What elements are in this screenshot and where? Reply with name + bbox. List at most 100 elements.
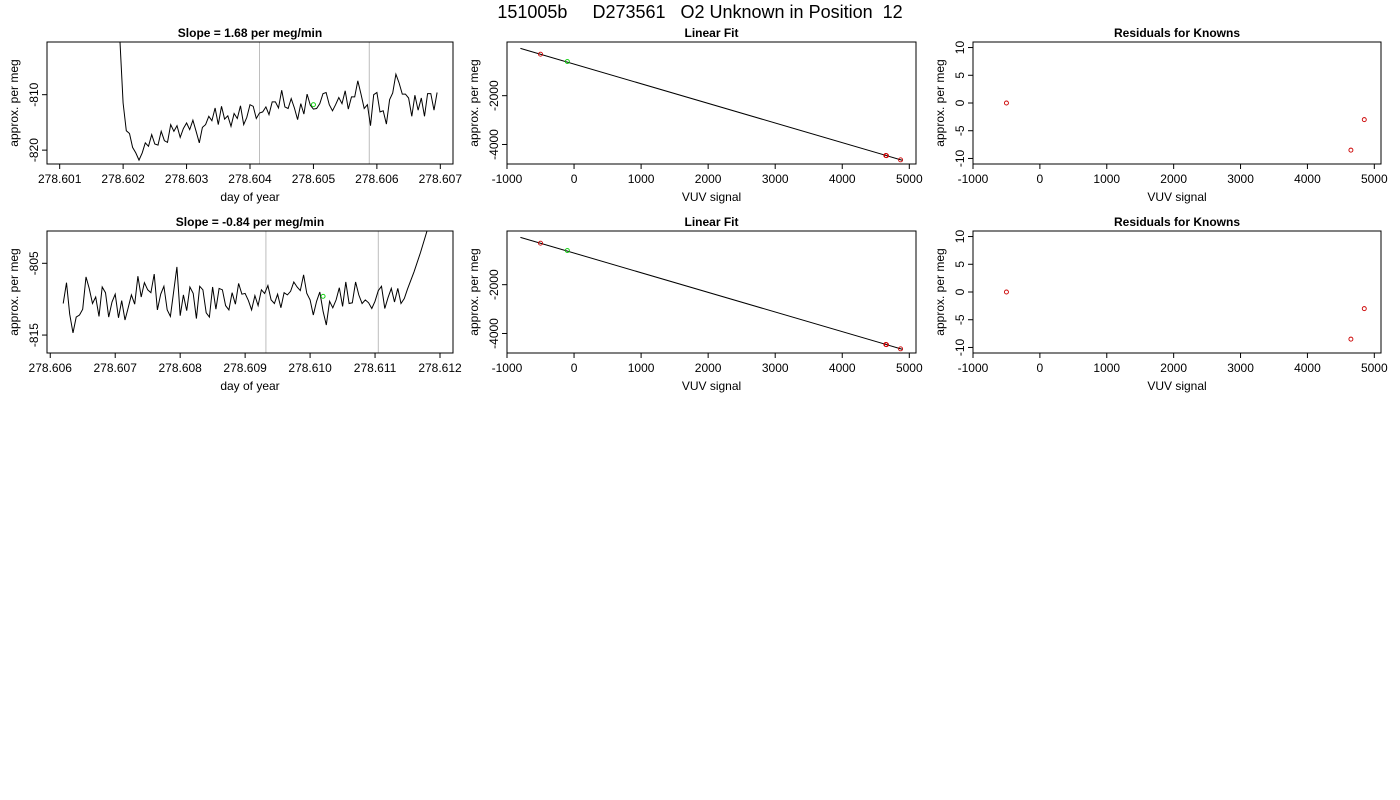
y-tick-label: -805: [27, 251, 41, 275]
y-axis-label: approx. per meg: [467, 248, 481, 335]
fit-line: [520, 47, 903, 161]
data-point: [1361, 117, 1367, 123]
x-axis-label: VUV signal: [682, 379, 741, 393]
x-tick-label: 278.601: [38, 172, 82, 186]
y-tick-label: -2000: [487, 80, 501, 111]
data-point: [884, 342, 889, 348]
plot-frame: [46, 41, 454, 165]
chart-title: Linear Fit: [684, 26, 738, 40]
data-series-line: [62, 231, 447, 333]
x-tick-label: 3000: [1227, 172, 1254, 186]
x-tick-label: 278.602: [101, 172, 145, 186]
y-tick-label: 10: [953, 41, 967, 55]
x-tick-label: 278.607: [419, 172, 463, 186]
chart-panel-5: Linear Fit -1000 0 1000 2000 3000 4000 5000 -200…: [467, 215, 923, 393]
y-tick-label: -4000: [487, 129, 501, 160]
x-tick-label: 1000: [628, 361, 655, 375]
data-point: [564, 248, 570, 253]
data-point: [1348, 336, 1354, 342]
y-tick-label: 5: [953, 261, 967, 268]
y-axis-label: approx. per meg: [7, 248, 21, 335]
y-tick-label: -10: [953, 149, 967, 167]
y-tick-label: 10: [953, 230, 967, 244]
chart-panel-2: Linear Fit -1000 0 1000 2000 3000 4000 5000 -200…: [467, 26, 923, 204]
data-point: [564, 59, 570, 64]
x-tick-label: 0: [1037, 172, 1044, 186]
x-axis-label: VUV signal: [1147, 190, 1206, 204]
y-tick-label: -2000: [487, 269, 501, 300]
data-point: [1003, 289, 1009, 295]
y-tick-label: -5: [953, 125, 967, 136]
x-axis-label: VUV signal: [1147, 379, 1206, 393]
y-tick-label: 0: [953, 288, 967, 295]
y-tick-label: -815: [27, 323, 41, 347]
y-tick-label: -810: [27, 82, 41, 106]
y-axis-label: approx. per meg: [467, 59, 481, 146]
x-tick-label: 0: [571, 361, 578, 375]
x-tick-label: 0: [571, 172, 578, 186]
x-tick-label: 4000: [829, 172, 856, 186]
y-tick-label: -4000: [487, 318, 501, 349]
x-tick-label: 3000: [762, 172, 789, 186]
x-tick-label: 2000: [695, 172, 722, 186]
data-point: [538, 240, 543, 246]
x-tick-label: 278.608: [158, 361, 202, 375]
x-tick-label: 2000: [695, 361, 722, 375]
y-tick-label: -10: [953, 338, 967, 356]
chart-panel-1: Slope = 1.68 per meg/min 278.601 278.602 27…: [7, 26, 462, 204]
x-tick-label: 1000: [1093, 172, 1120, 186]
y-axis-label: approx. per meg: [933, 248, 947, 335]
x-tick-label: 4000: [829, 361, 856, 375]
data-point: [898, 157, 904, 163]
y-tick-label: 5: [953, 72, 967, 79]
x-tick-label: 1000: [1093, 361, 1120, 375]
data-point: [898, 346, 904, 352]
x-tick-label: 278.605: [292, 172, 336, 186]
x-tick-label: 278.606: [355, 172, 399, 186]
y-axis-label: approx. per meg: [933, 59, 947, 146]
x-tick-label: 5000: [896, 361, 923, 375]
plot-frame: [972, 41, 1382, 165]
y-tick-label: -5: [953, 314, 967, 325]
x-tick-label: -1000: [958, 172, 989, 186]
chart-panel-4: Slope = -0.84 per meg/min 278.606 278.607 2…: [7, 215, 462, 393]
x-tick-label: 278.606: [29, 361, 73, 375]
plot-frame: [506, 41, 917, 165]
plot-frame: [506, 230, 917, 354]
x-tick-label: -1000: [492, 361, 523, 375]
x-axis-label: VUV signal: [682, 190, 741, 204]
data-point: [1348, 147, 1354, 153]
chart-title: Slope = -0.84 per meg/min: [176, 215, 324, 229]
x-tick-label: 278.607: [94, 361, 138, 375]
data-point: [1003, 100, 1009, 106]
chart-title: Residuals for Knowns: [1114, 215, 1240, 229]
x-tick-label: 4000: [1294, 361, 1321, 375]
x-tick-label: 0: [1037, 361, 1044, 375]
x-axis-label: day of year: [220, 379, 279, 393]
x-tick-label: 5000: [896, 172, 923, 186]
x-tick-label: 278.603: [165, 172, 209, 186]
x-tick-label: 278.609: [223, 361, 267, 375]
y-tick-label: 0: [953, 99, 967, 106]
data-point: [538, 51, 543, 57]
y-axis-label: approx. per meg: [7, 59, 21, 146]
plot-frame: [46, 230, 454, 354]
chart-panel-3: Residuals for Knowns -1000 0 1000 2000 3000 40…: [933, 26, 1388, 204]
chart-title: Residuals for Knowns: [1114, 26, 1240, 40]
x-tick-label: 2000: [1160, 361, 1187, 375]
x-tick-label: 5000: [1361, 172, 1388, 186]
data-series-line: [119, 42, 438, 162]
x-tick-label: 2000: [1160, 172, 1187, 186]
chart-title: Slope = 1.68 per meg/min: [178, 26, 322, 40]
fit-line: [520, 236, 903, 350]
chart-title: Linear Fit: [684, 215, 738, 229]
data-point: [884, 153, 889, 159]
x-tick-label: 278.612: [418, 361, 462, 375]
x-tick-label: 278.610: [288, 361, 332, 375]
x-axis-label: day of year: [220, 190, 279, 204]
data-point: [1361, 306, 1367, 312]
x-tick-label: -1000: [958, 361, 989, 375]
data-point: [320, 293, 326, 299]
page-title: 151005b D273561 O2 Unknown in Position 1…: [497, 2, 903, 22]
